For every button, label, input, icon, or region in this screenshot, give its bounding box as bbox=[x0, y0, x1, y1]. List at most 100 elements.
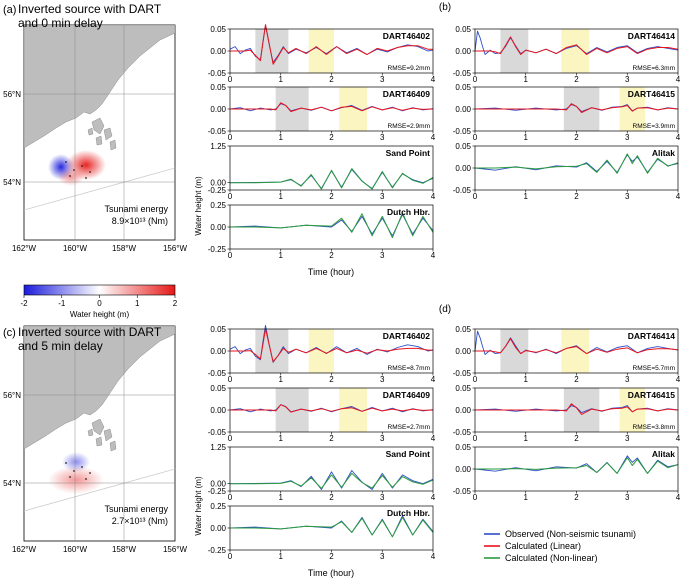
x-axis-label-d: Time (hour) bbox=[308, 568, 354, 578]
source-red-soft-a bbox=[58, 168, 84, 186]
x-tick-label-b-alitak-1: 1 bbox=[524, 192, 529, 201]
gray-window-d-dart46402 bbox=[255, 329, 289, 373]
x-tick-label-b-sand-point-4: 4 bbox=[431, 192, 436, 201]
panel-a-label: (a) bbox=[3, 4, 16, 16]
colorbar-tick-0: 0 bbox=[97, 299, 102, 308]
x-tick-label-d-dart46415-1: 1 bbox=[524, 434, 529, 443]
y-tick-label-d-dart46402-2: -0.05 bbox=[208, 369, 227, 378]
y-tick-label-d-dart46415-1: 0.00 bbox=[455, 406, 471, 415]
colorbar-tick-m2: -2 bbox=[20, 299, 28, 308]
x-tick-label-d-dart46414-0: 0 bbox=[473, 375, 478, 384]
y-tick-label-d-dutch-hbr-2: -0.25 bbox=[208, 546, 227, 555]
x-tick-label-d-dart46415-4: 4 bbox=[676, 434, 681, 443]
legend-nonlinear-label: Calculated (Non-linear) bbox=[505, 553, 598, 563]
series-calculated-non-linear-d-dutch-hbr bbox=[230, 516, 434, 538]
x-tick-label-d-dart46415-3: 3 bbox=[625, 434, 630, 443]
source-red-lobe-c bbox=[48, 466, 104, 494]
rmse-label-d-dart46402: RMSE=8.7mm bbox=[388, 365, 430, 372]
y-tick-label-b-dart46402-0: 0.05 bbox=[210, 25, 226, 34]
x-tick-label-b-dutch-hbr-0: 0 bbox=[228, 251, 233, 260]
x-tick-label-b-dart46415-4: 4 bbox=[676, 133, 681, 142]
y-tick-label-d-alitak-0: 0.05 bbox=[455, 443, 471, 452]
x-tick-label-d-dart46402-0: 0 bbox=[228, 375, 233, 384]
rmse-label-d-dart46415: RMSE=3.8mm bbox=[633, 424, 675, 431]
chart-d-dart46414: 0 1 2 3 4 0.05 0.00 -0.05 DART46414 RMSE=5.7mm bbox=[453, 325, 681, 384]
chart-b-sand-point: 0 1 2 3 4 1.25 0.00-0.25 Sand Point bbox=[208, 142, 436, 201]
waveform-charts: 0 1 2 3 4 0.05 0.00 -0.05 DART46402 RMSE=9.2mm 0 1 2… bbox=[208, 24, 681, 561]
series-calculated-linear-d-dart46409 bbox=[230, 404, 434, 413]
map-panel-a: (a) Inverted source with DART and 0 min … bbox=[3, 2, 187, 253]
station-label-d-dart46415: DART46415 bbox=[628, 390, 676, 400]
x-tick-label-b-dart46409-1: 1 bbox=[279, 133, 284, 142]
x-tick-label-b-dart46414-3: 3 bbox=[625, 75, 630, 84]
x-tick-label-b-alitak-0: 0 bbox=[473, 192, 478, 201]
x-tick-label-b-dart46415-1: 1 bbox=[524, 133, 529, 142]
x-tick-label-d-dart46409-0: 0 bbox=[228, 434, 233, 443]
series-observed-non-seismic-tsunami-d-dutch-hbr bbox=[229, 515, 434, 538]
x-tick-label-d-dart46414-2: 2 bbox=[574, 375, 579, 384]
x-tick-label-b-dart46409-4: 4 bbox=[431, 133, 436, 142]
chart-d-sand-point: 0 1 2 3 4 1.25 0.00-0.25 Sand Point bbox=[208, 443, 436, 502]
x-tick-label-b-dutch-hbr-2: 2 bbox=[329, 251, 334, 260]
legend-linear-label: Calculated (Linear) bbox=[505, 541, 581, 551]
x-tick-label-d-alitak-2: 2 bbox=[574, 493, 579, 502]
y-tick-label-b-dart46414-0: 0.05 bbox=[455, 25, 471, 34]
x-tick-label-b-dart46414-0: 0 bbox=[473, 75, 478, 84]
colorbar-label: Water height (m) bbox=[70, 310, 130, 319]
map-c-lon-162: 162°W bbox=[12, 545, 37, 554]
yellow-window-b-dart46415 bbox=[619, 87, 646, 131]
panel-c-title-line2: and 5 min delay bbox=[18, 339, 103, 353]
map-a-lon-162: 162°W bbox=[12, 244, 37, 253]
series-observed-non-seismic-tsunami-b-alitak bbox=[474, 154, 679, 173]
map-a-lon-158: 158°W bbox=[112, 244, 137, 253]
x-tick-label-b-sand-point-3: 3 bbox=[380, 192, 385, 201]
trench-line-c bbox=[24, 468, 175, 512]
x-tick-label-d-dutch-hbr-4: 4 bbox=[431, 552, 436, 561]
chart-d-dart46409: 0 1 2 3 4 0.05 0.00 -0.05 DART46409 RMSE=2.7mm bbox=[208, 384, 436, 443]
x-tick-label-d-dart46415-2: 2 bbox=[574, 434, 579, 443]
rmse-label-b-dart46415: RMSE=3.9mm bbox=[633, 123, 675, 130]
x-tick-label-d-dart46414-4: 4 bbox=[676, 375, 681, 384]
y-tick-label-d-sand-point-2: -0.25 bbox=[208, 487, 227, 496]
y-tick-label-d-dart46415-0: 0.05 bbox=[455, 384, 471, 393]
station-label-b-dart46414: DART46414 bbox=[628, 31, 676, 41]
station-dots-a bbox=[65, 161, 91, 179]
y-tick-label-d-dutch-hbr-0: 0.25 bbox=[210, 502, 226, 511]
map-c-lon-158: 158°W bbox=[112, 545, 137, 554]
x-tick-label-d-dart46414-1: 1 bbox=[524, 375, 529, 384]
yellow-window-d-dart46415 bbox=[619, 388, 646, 432]
y-tick-label-d-dart46414-0: 0.05 bbox=[455, 325, 471, 334]
y-tick-label-b-dart46414-1: 0.00 bbox=[455, 47, 471, 56]
y-tick-label-d-dart46409-1: 0.00 bbox=[210, 406, 226, 415]
y-tick-label-d-dart46409-0: 0.05 bbox=[210, 384, 226, 393]
map-c-lon-156: 156°W bbox=[163, 545, 188, 554]
colorbar-bar bbox=[23, 284, 176, 296]
chart-d-dart46415: 0 1 2 3 4 0.05 0.00 -0.05 DART46415 RMSE=3.8mm bbox=[453, 384, 681, 443]
x-tick-label-b-dart46402-2: 2 bbox=[329, 75, 334, 84]
y-tick-label-d-alitak-2: -0.05 bbox=[453, 487, 472, 496]
station-dots-c bbox=[65, 462, 91, 480]
y-tick-label-b-dart46409-1: 0.00 bbox=[210, 105, 226, 114]
x-tick-label-d-sand-point-4: 4 bbox=[431, 493, 436, 502]
x-tick-label-b-dart46402-0: 0 bbox=[228, 75, 233, 84]
station-label-b-dart46402: DART46402 bbox=[383, 31, 431, 41]
panel-a-title-line1: Inverted source with DART bbox=[18, 2, 162, 16]
y-tick-label-b-dart46414-2: -0.05 bbox=[453, 69, 472, 78]
map-c-lon-160: 160°W bbox=[63, 545, 88, 554]
panel-c-energy-label: Tsunami energy bbox=[104, 504, 168, 514]
y-tick-label-d-dart46409-2: -0.05 bbox=[208, 428, 227, 437]
series-calculated-linear-b-dart46402 bbox=[230, 24, 433, 65]
y-tick-label-b-dart46402-1: 0.00 bbox=[210, 47, 226, 56]
series-observed-non-seismic-tsunami-b-sand-point bbox=[229, 169, 434, 189]
series-calculated-non-linear-b-dutch-hbr bbox=[230, 212, 434, 239]
y-tick-label-d-dart46402-1: 0.00 bbox=[210, 347, 226, 356]
panel-d-label: (d) bbox=[439, 304, 451, 315]
station-label-d-dart46414: DART46414 bbox=[628, 331, 676, 341]
x-tick-label-d-sand-point-2: 2 bbox=[329, 493, 334, 502]
panel-c-label: (c) bbox=[3, 327, 16, 339]
x-tick-label-b-dart46414-1: 1 bbox=[524, 75, 529, 84]
map-a-lon-156: 156°W bbox=[163, 244, 188, 253]
x-tick-label-b-dart46409-3: 3 bbox=[380, 133, 385, 142]
station-label-d-dart46402: DART46402 bbox=[383, 331, 431, 341]
